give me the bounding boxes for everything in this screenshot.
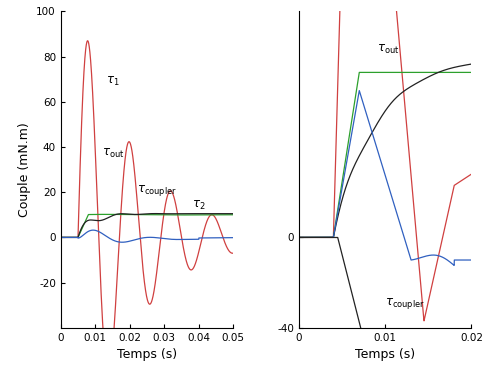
Text: $\tau_\mathrm{out}$: $\tau_\mathrm{out}$ bbox=[102, 147, 124, 160]
Text: $\tau_\mathrm{out}$: $\tau_\mathrm{out}$ bbox=[377, 43, 399, 56]
Text: $\tau_1$: $\tau_1$ bbox=[105, 75, 119, 88]
X-axis label: Temps (s): Temps (s) bbox=[355, 348, 415, 361]
Text: $\tau_\mathrm{coupler}$: $\tau_\mathrm{coupler}$ bbox=[137, 183, 176, 198]
Y-axis label: Couple (mN.m): Couple (mN.m) bbox=[17, 122, 31, 217]
Text: $\tau_2$: $\tau_2$ bbox=[192, 199, 206, 212]
X-axis label: Temps (s): Temps (s) bbox=[117, 348, 177, 361]
Text: $\tau_\mathrm{coupler}$: $\tau_\mathrm{coupler}$ bbox=[385, 296, 425, 311]
